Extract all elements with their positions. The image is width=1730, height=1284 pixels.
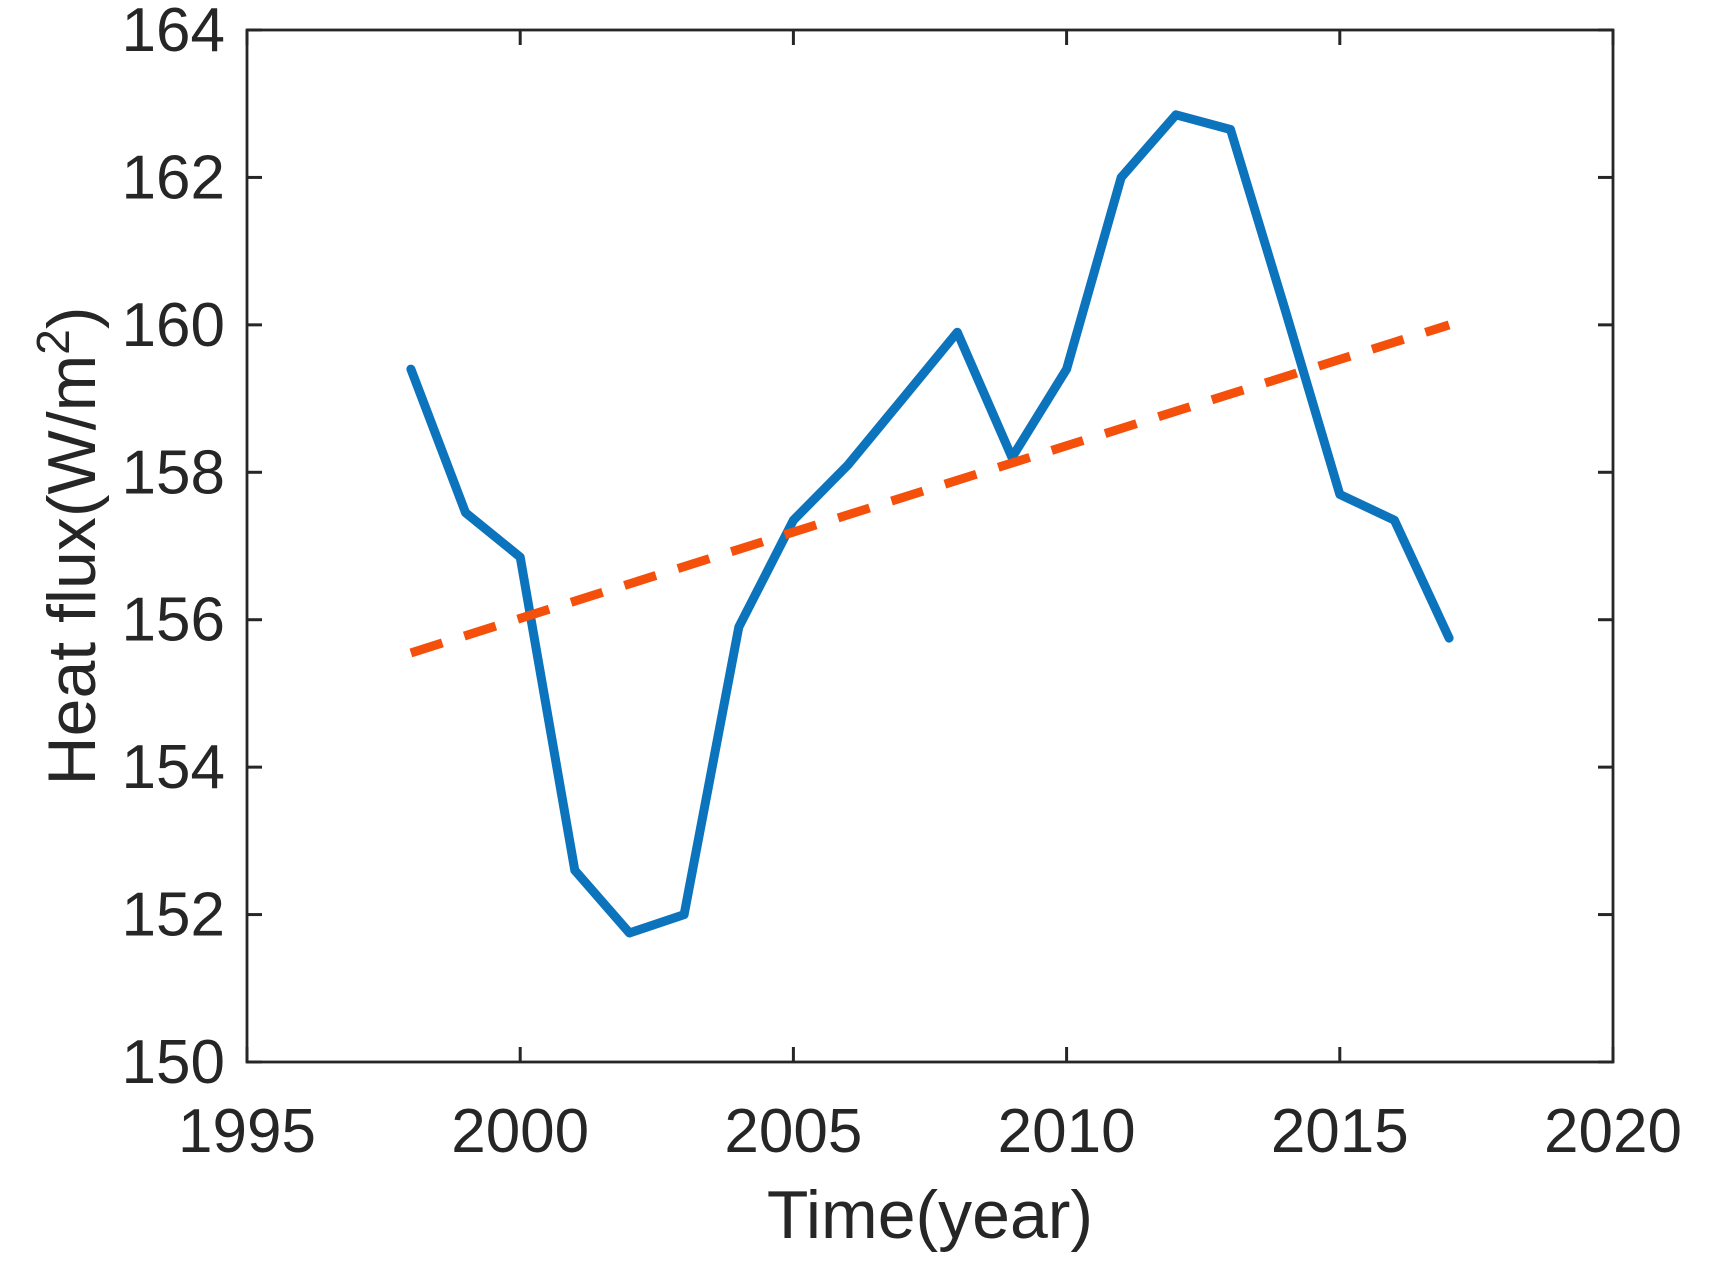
y-tick-label: 154: [122, 733, 225, 802]
x-tick-label: 2020: [1544, 1097, 1682, 1166]
x-tick-label: 2005: [724, 1097, 862, 1166]
x-tick-label: 2000: [451, 1097, 589, 1166]
y-tick-marks: [247, 28, 1613, 1064]
plot-area: [245, 28, 1615, 1064]
y-tick-label: 158: [122, 438, 225, 507]
x-tick-labels: 1995 2000 2005 2010 2015 2020: [178, 1097, 1682, 1166]
y-tick-label: 162: [122, 143, 225, 212]
y-axis-label-close: ): [34, 307, 110, 330]
x-tick-label: 2015: [1271, 1097, 1409, 1166]
x-tick-label: 1995: [178, 1097, 316, 1166]
heat-flux-line: [406, 110, 1454, 938]
x-axis-label: Time(year): [767, 1177, 1093, 1253]
y-tick-label: 150: [122, 1028, 225, 1097]
x-tick-marks: [245, 30, 1615, 1062]
y-tick-labels: 150 152 154 156 158 160 162 164: [122, 0, 225, 1097]
linear-trend-line: [409, 320, 1451, 658]
y-tick-label: 164: [122, 0, 225, 65]
x-tick-label: 2010: [998, 1097, 1136, 1166]
y-axis-label-main: Heat flux(W/m: [34, 355, 110, 786]
y-tick-label: 160: [122, 291, 225, 360]
y-axis-label-superscript: 2: [27, 329, 79, 355]
series-lines: [406, 110, 1454, 938]
y-tick-label: 156: [122, 586, 225, 655]
y-tick-label: 152: [122, 881, 225, 950]
y-axis-label: Heat flux(W/m2): [27, 307, 110, 786]
